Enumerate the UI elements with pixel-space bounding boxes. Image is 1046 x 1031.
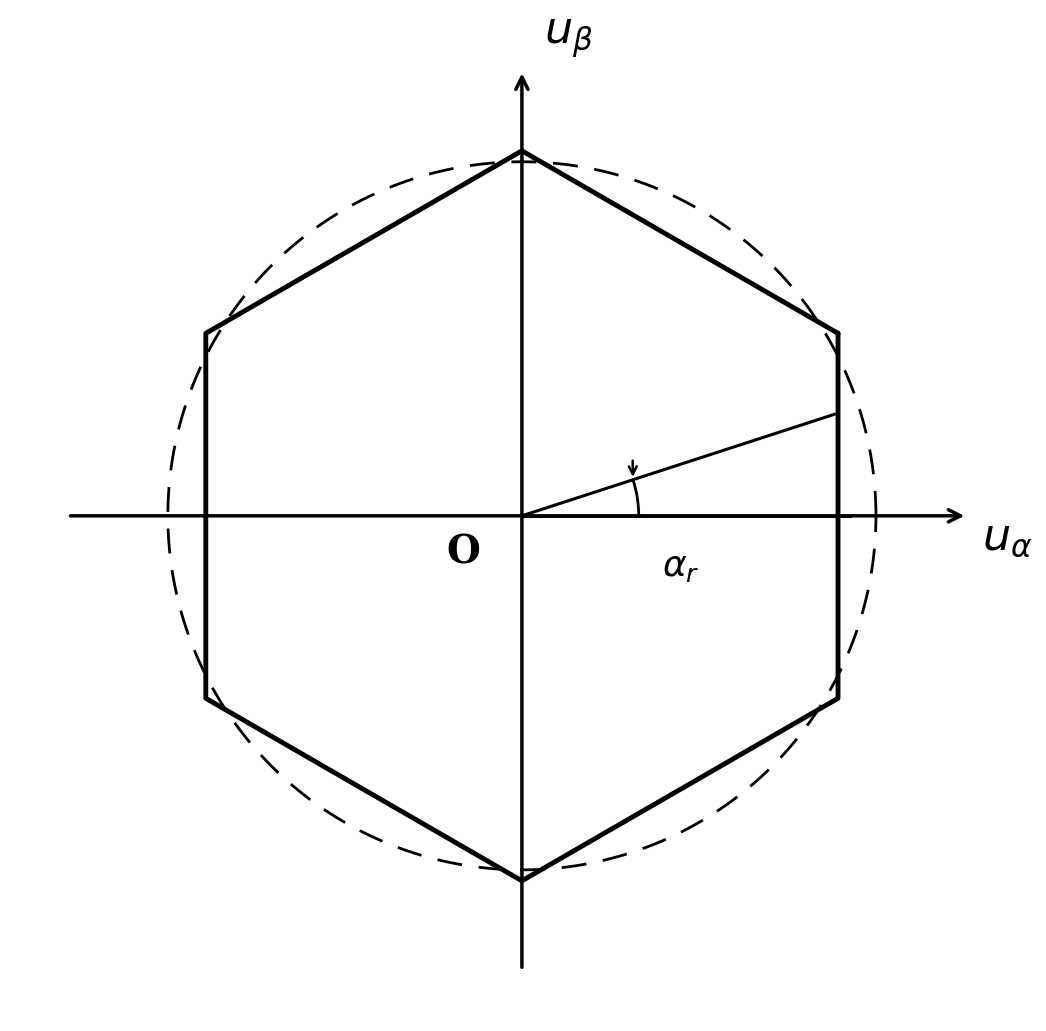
Text: O: O <box>447 533 480 571</box>
Text: $\alpha_r$: $\alpha_r$ <box>662 550 700 584</box>
Text: $u_\alpha$: $u_\alpha$ <box>982 517 1032 559</box>
Text: $u_\beta$: $u_\beta$ <box>544 16 593 60</box>
